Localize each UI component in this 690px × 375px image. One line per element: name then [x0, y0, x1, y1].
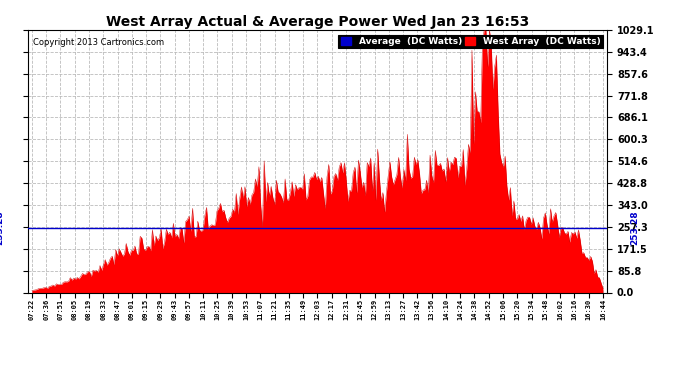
Text: 253.28: 253.28: [631, 211, 640, 245]
Text: Copyright 2013 Cartronics.com: Copyright 2013 Cartronics.com: [33, 38, 164, 47]
Legend: Average  (DC Watts), West Array  (DC Watts): Average (DC Watts), West Array (DC Watts…: [338, 34, 602, 48]
Text: 253.28: 253.28: [0, 211, 4, 245]
Title: West Array Actual & Average Power Wed Jan 23 16:53: West Array Actual & Average Power Wed Ja…: [106, 15, 529, 29]
